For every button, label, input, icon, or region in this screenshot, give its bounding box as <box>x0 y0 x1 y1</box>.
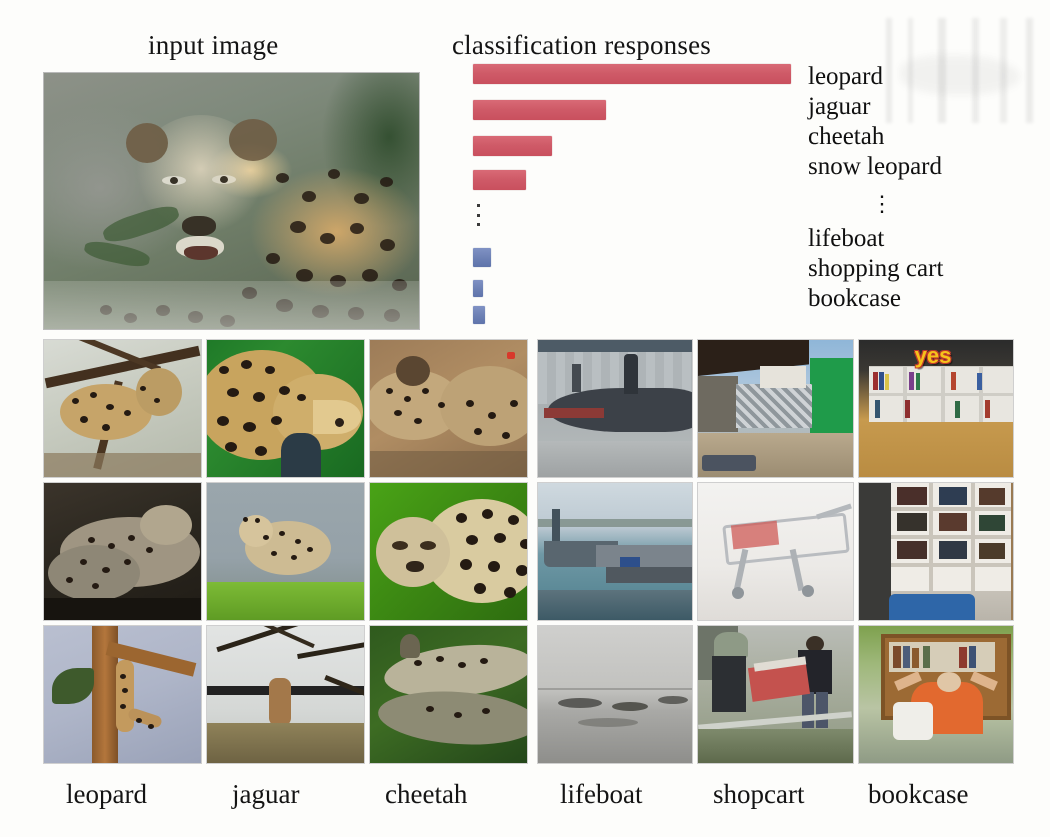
grid-cell-cheetah-lying-grass <box>370 626 527 763</box>
class-label-shopping-cart: shopping cart <box>808 255 944 282</box>
bar-shopping-cart <box>473 280 483 297</box>
grid-cell-leopard-hanging <box>44 626 201 763</box>
bottom-label-shopcart: shopcart <box>713 779 805 809</box>
grid-cell-leopard-bare-tree <box>207 626 364 763</box>
class-label-jaguar: jaguar <box>808 93 871 120</box>
grid-cell-cheetah-pair <box>370 340 527 477</box>
grid-cell-carts-green-wall <box>698 340 853 477</box>
bar-cheetah <box>473 136 552 156</box>
class-label-ellipsis: ⋮ <box>871 191 895 216</box>
yes-overlay-text: yes <box>914 343 952 368</box>
grid-cell-cheetah-face <box>370 483 527 620</box>
bottom-label-bookcase: bookcase <box>868 779 969 809</box>
right-photo-grid: yes <box>538 340 1013 763</box>
grid-cell-leopard-in-tree <box>44 340 201 477</box>
bottom-label-jaguar: jaguar <box>232 779 300 809</box>
bar-snow-leopard <box>473 170 526 190</box>
bottom-label-lifeboat: lifeboat <box>560 779 643 809</box>
bar-bookcase <box>473 306 485 324</box>
bar-jaguar <box>473 100 606 120</box>
grid-cell-leopard-resting <box>44 483 201 620</box>
classification-bar-chart <box>473 64 813 324</box>
class-label-list: leopard jaguar cheetah snow leopard ⋮ li… <box>808 62 1048 314</box>
class-label-lifeboat: lifeboat <box>808 225 885 252</box>
grid-cell-bookcase-yes: yes <box>858 340 1013 477</box>
grid-cell-jaguar-cub-grass <box>207 483 364 620</box>
bottom-label-leopard: leopard <box>66 779 147 809</box>
grid-cell-man-carrying-bookcase <box>858 626 1013 763</box>
class-label-cheetah: cheetah <box>808 123 885 150</box>
bar-leopard <box>473 64 791 84</box>
grid-cell-shopping-cart-white <box>698 483 853 620</box>
class-label-leopard: leopard <box>808 63 883 90</box>
class-label-bookcase: bookcase <box>808 285 902 312</box>
grid-cell-tall-library-bookcase <box>858 483 1013 620</box>
grid-cell-jaguar-green-grass <box>207 340 364 477</box>
page-title-classification-responses: classification responses <box>452 30 711 60</box>
bottom-label-cheetah: cheetah <box>385 779 468 809</box>
left-photo-grid <box>44 340 527 763</box>
grid-cell-people-red-cart <box>698 626 853 763</box>
leopard-photo-spots <box>44 73 419 329</box>
class-label-snow-leopard: snow leopard <box>808 153 942 180</box>
input-image-photo <box>44 73 419 329</box>
grid-cell-naval-ship-harbour <box>538 483 693 620</box>
bar-ellipsis <box>477 204 481 226</box>
grid-cell-grey-sea-horizon <box>538 626 693 763</box>
page-title-input-image: input image <box>148 30 279 60</box>
bar-lifeboat <box>473 248 491 267</box>
grid-cell-submarine-slipway <box>538 340 693 477</box>
